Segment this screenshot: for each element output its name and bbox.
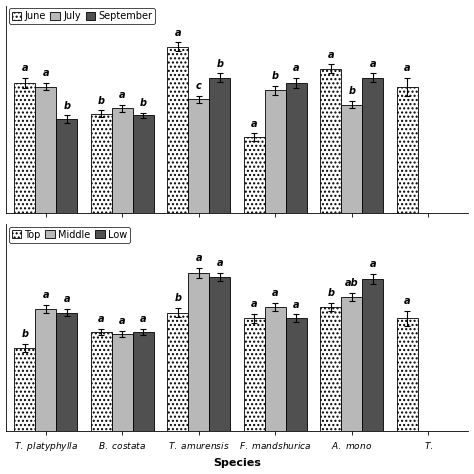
Bar: [36, 309, 56, 431]
Bar: [133, 332, 154, 431]
Text: a: a: [404, 296, 410, 306]
Text: a: a: [174, 28, 181, 38]
Text: b: b: [272, 71, 279, 81]
Bar: [320, 307, 341, 431]
Bar: [320, 69, 341, 213]
Text: b: b: [174, 292, 182, 303]
Text: a: a: [119, 316, 126, 326]
Text: a: a: [251, 119, 258, 129]
Bar: [91, 332, 112, 431]
Bar: [265, 90, 286, 213]
Text: b: b: [327, 288, 334, 298]
Bar: [167, 312, 188, 431]
Bar: [91, 114, 112, 213]
Text: b: b: [217, 59, 223, 69]
Text: a: a: [119, 90, 126, 100]
Text: b: b: [140, 98, 147, 108]
Text: a: a: [293, 300, 300, 310]
Text: a: a: [272, 288, 279, 298]
Bar: [244, 137, 265, 213]
Text: a: a: [98, 314, 105, 324]
Text: a: a: [293, 63, 300, 73]
Bar: [286, 319, 307, 431]
Text: a: a: [251, 299, 258, 309]
Bar: [210, 277, 230, 431]
Bar: [397, 319, 418, 431]
Bar: [188, 99, 210, 213]
Bar: [286, 83, 307, 213]
Text: a: a: [328, 50, 334, 60]
Text: b: b: [21, 329, 28, 339]
Bar: [341, 105, 362, 213]
Bar: [188, 273, 210, 431]
Legend: June, July, September: June, July, September: [9, 9, 155, 24]
Legend: Top, Middle, Low: Top, Middle, Low: [9, 227, 130, 243]
Bar: [362, 78, 383, 213]
Text: a: a: [43, 68, 49, 79]
Text: c: c: [196, 81, 202, 91]
Bar: [36, 87, 56, 213]
Bar: [14, 83, 36, 213]
Bar: [341, 297, 362, 431]
Bar: [244, 319, 265, 431]
Bar: [397, 87, 418, 213]
Text: b: b: [64, 101, 71, 111]
Bar: [362, 279, 383, 431]
Text: a: a: [64, 294, 70, 304]
Text: b: b: [98, 95, 105, 106]
Text: a: a: [404, 63, 410, 73]
Text: a: a: [140, 314, 147, 324]
Bar: [133, 115, 154, 213]
Text: ab: ab: [345, 278, 359, 288]
Text: a: a: [22, 63, 28, 73]
Bar: [265, 307, 286, 431]
Bar: [56, 312, 77, 431]
Bar: [56, 119, 77, 213]
Bar: [14, 348, 36, 431]
Text: a: a: [43, 290, 49, 300]
X-axis label: Species: Species: [213, 458, 261, 468]
Text: a: a: [370, 59, 376, 69]
Text: a: a: [196, 253, 202, 263]
Text: b: b: [348, 86, 356, 97]
Bar: [112, 108, 133, 213]
Bar: [167, 47, 188, 213]
Text: a: a: [370, 259, 376, 269]
Bar: [112, 334, 133, 431]
Text: a: a: [217, 258, 223, 268]
Bar: [210, 78, 230, 213]
